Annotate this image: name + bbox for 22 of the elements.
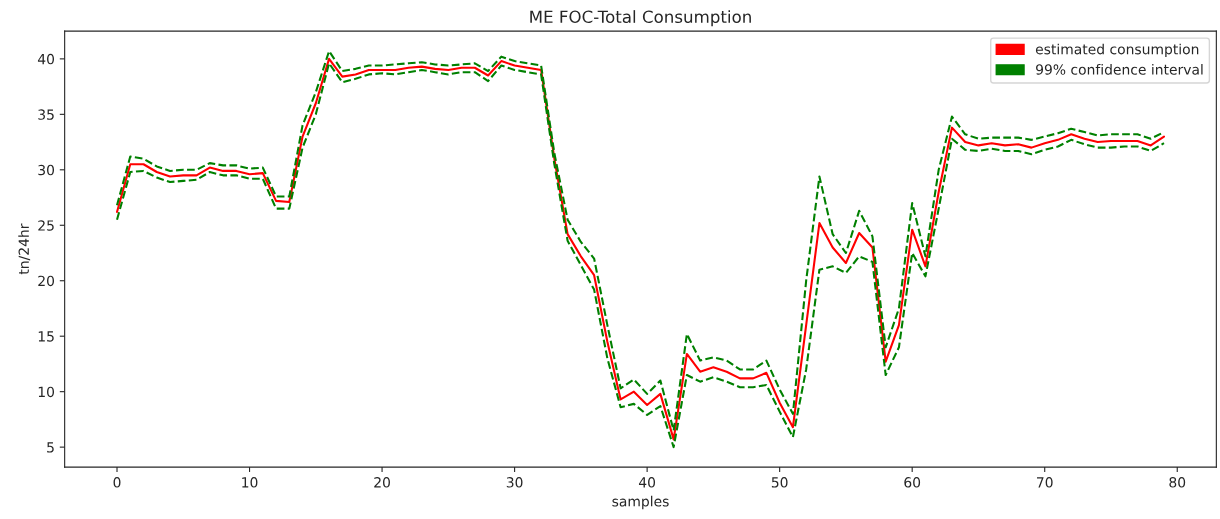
legend-label: estimated consumption bbox=[1035, 43, 1199, 58]
x-tick-label: 0 bbox=[113, 477, 121, 488]
y-tick-label: 5 bbox=[47, 442, 54, 453]
x-tick-label: 60 bbox=[904, 477, 921, 488]
y-tick-label: 15 bbox=[38, 331, 54, 342]
x-tick-label: 30 bbox=[506, 477, 523, 488]
y-tick-label: 30 bbox=[38, 164, 55, 176]
y-tick-label: 25 bbox=[38, 220, 54, 231]
x-tick-label: 40 bbox=[638, 477, 656, 488]
y-tick-label: 10 bbox=[38, 386, 55, 398]
x-tick-label: 70 bbox=[1037, 477, 1053, 488]
x-tick-label: 50 bbox=[771, 477, 788, 488]
y-tick-label: 40 bbox=[37, 53, 55, 65]
y-tick-label: 20 bbox=[38, 275, 55, 287]
x-tick-label: 20 bbox=[374, 477, 390, 488]
x-axis-title: samples bbox=[612, 495, 669, 510]
x-tick-label: 10 bbox=[242, 477, 258, 488]
chart-title: ME FOC-Total Consumption bbox=[530, 10, 751, 27]
x-tick-label: 80 bbox=[1169, 477, 1186, 488]
y-tick-label: 35 bbox=[38, 109, 54, 120]
legend-label: 99% confidence interval bbox=[1036, 64, 1203, 75]
y-axis-title: tn/24hr bbox=[18, 223, 31, 275]
